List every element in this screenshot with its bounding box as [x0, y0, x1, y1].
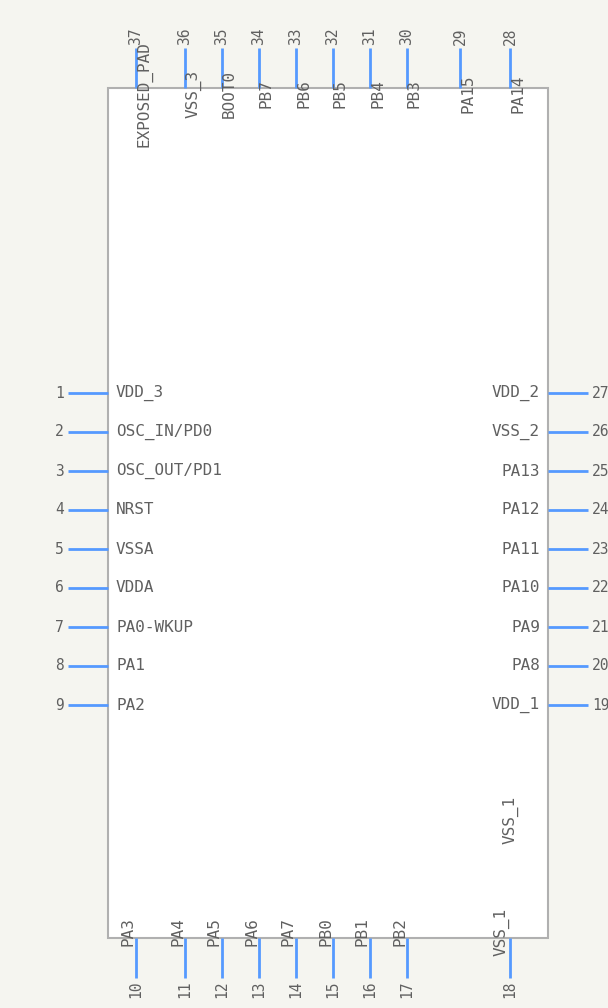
- Text: 27: 27: [592, 385, 608, 400]
- Text: PA1: PA1: [116, 658, 145, 673]
- Text: 32: 32: [325, 27, 340, 45]
- Text: 30: 30: [399, 27, 415, 45]
- Text: VDD_2: VDD_2: [492, 385, 540, 401]
- Text: 18: 18: [502, 981, 517, 999]
- Bar: [108, 88, 548, 938]
- Text: PA11: PA11: [502, 541, 540, 556]
- Text: 4: 4: [55, 503, 64, 517]
- Text: PB2: PB2: [392, 917, 407, 947]
- Text: PA15: PA15: [460, 75, 475, 113]
- Text: 13: 13: [252, 981, 266, 999]
- Text: 11: 11: [178, 981, 193, 999]
- Text: PB7: PB7: [259, 80, 274, 109]
- Text: NRST: NRST: [116, 503, 154, 517]
- Text: 35: 35: [215, 27, 229, 45]
- Text: PA3: PA3: [121, 917, 136, 947]
- Text: 1: 1: [55, 385, 64, 400]
- Text: 17: 17: [399, 981, 415, 999]
- Text: PA0-WKUP: PA0-WKUP: [116, 620, 193, 634]
- Text: 28: 28: [502, 27, 517, 45]
- Text: BOOT0: BOOT0: [222, 70, 237, 118]
- Text: VDD_3: VDD_3: [116, 385, 164, 401]
- Text: PA5: PA5: [207, 917, 222, 947]
- Text: PB1: PB1: [355, 917, 370, 947]
- Text: VDDA: VDDA: [116, 581, 154, 596]
- Text: 29: 29: [452, 27, 468, 45]
- Text: 19: 19: [592, 698, 608, 713]
- Text: 16: 16: [362, 981, 378, 999]
- Text: PA13: PA13: [502, 464, 540, 479]
- Text: PB4: PB4: [370, 80, 385, 109]
- Text: OSC_OUT/PD1: OSC_OUT/PD1: [116, 463, 222, 479]
- Text: 25: 25: [592, 464, 608, 479]
- Text: 24: 24: [592, 503, 608, 517]
- Text: PA4: PA4: [170, 917, 185, 947]
- Text: VSSA: VSSA: [116, 541, 154, 556]
- Text: VSS_1: VSS_1: [494, 908, 510, 956]
- Text: 21: 21: [592, 620, 608, 634]
- Text: 31: 31: [362, 27, 378, 45]
- Text: PB0: PB0: [318, 917, 333, 947]
- Text: 15: 15: [325, 981, 340, 999]
- Text: PA7: PA7: [281, 917, 296, 947]
- Text: VDD_1: VDD_1: [492, 697, 540, 713]
- Text: 34: 34: [252, 27, 266, 45]
- Text: 6: 6: [55, 581, 64, 596]
- Text: 20: 20: [592, 658, 608, 673]
- Text: 26: 26: [592, 424, 608, 439]
- Text: PA6: PA6: [244, 917, 259, 947]
- Text: 37: 37: [128, 27, 143, 45]
- Text: PA14: PA14: [510, 75, 525, 113]
- Text: OSC_IN/PD0: OSC_IN/PD0: [116, 424, 212, 440]
- Text: PA8: PA8: [511, 658, 540, 673]
- Text: 23: 23: [592, 541, 608, 556]
- Text: PB6: PB6: [296, 80, 311, 109]
- Text: VSS_2: VSS_2: [492, 424, 540, 440]
- Text: PA9: PA9: [511, 620, 540, 634]
- Text: 2: 2: [55, 424, 64, 439]
- Text: 3: 3: [55, 464, 64, 479]
- Text: EXPOSED_PAD: EXPOSED_PAD: [136, 41, 152, 147]
- Text: 12: 12: [215, 981, 229, 999]
- Text: 36: 36: [178, 27, 193, 45]
- Text: PA12: PA12: [502, 503, 540, 517]
- Text: 22: 22: [592, 581, 608, 596]
- Text: 8: 8: [55, 658, 64, 673]
- Text: 10: 10: [128, 981, 143, 999]
- Text: PA10: PA10: [502, 581, 540, 596]
- Text: 9: 9: [55, 698, 64, 713]
- Text: 5: 5: [55, 541, 64, 556]
- Text: PA2: PA2: [116, 698, 145, 713]
- Text: PB3: PB3: [407, 80, 422, 109]
- Text: VSS_1: VSS_1: [502, 796, 518, 844]
- Text: 33: 33: [289, 27, 303, 45]
- Text: VSS_3: VSS_3: [185, 70, 201, 118]
- Text: PB5: PB5: [333, 80, 348, 109]
- Text: 14: 14: [289, 981, 303, 999]
- Text: 7: 7: [55, 620, 64, 634]
